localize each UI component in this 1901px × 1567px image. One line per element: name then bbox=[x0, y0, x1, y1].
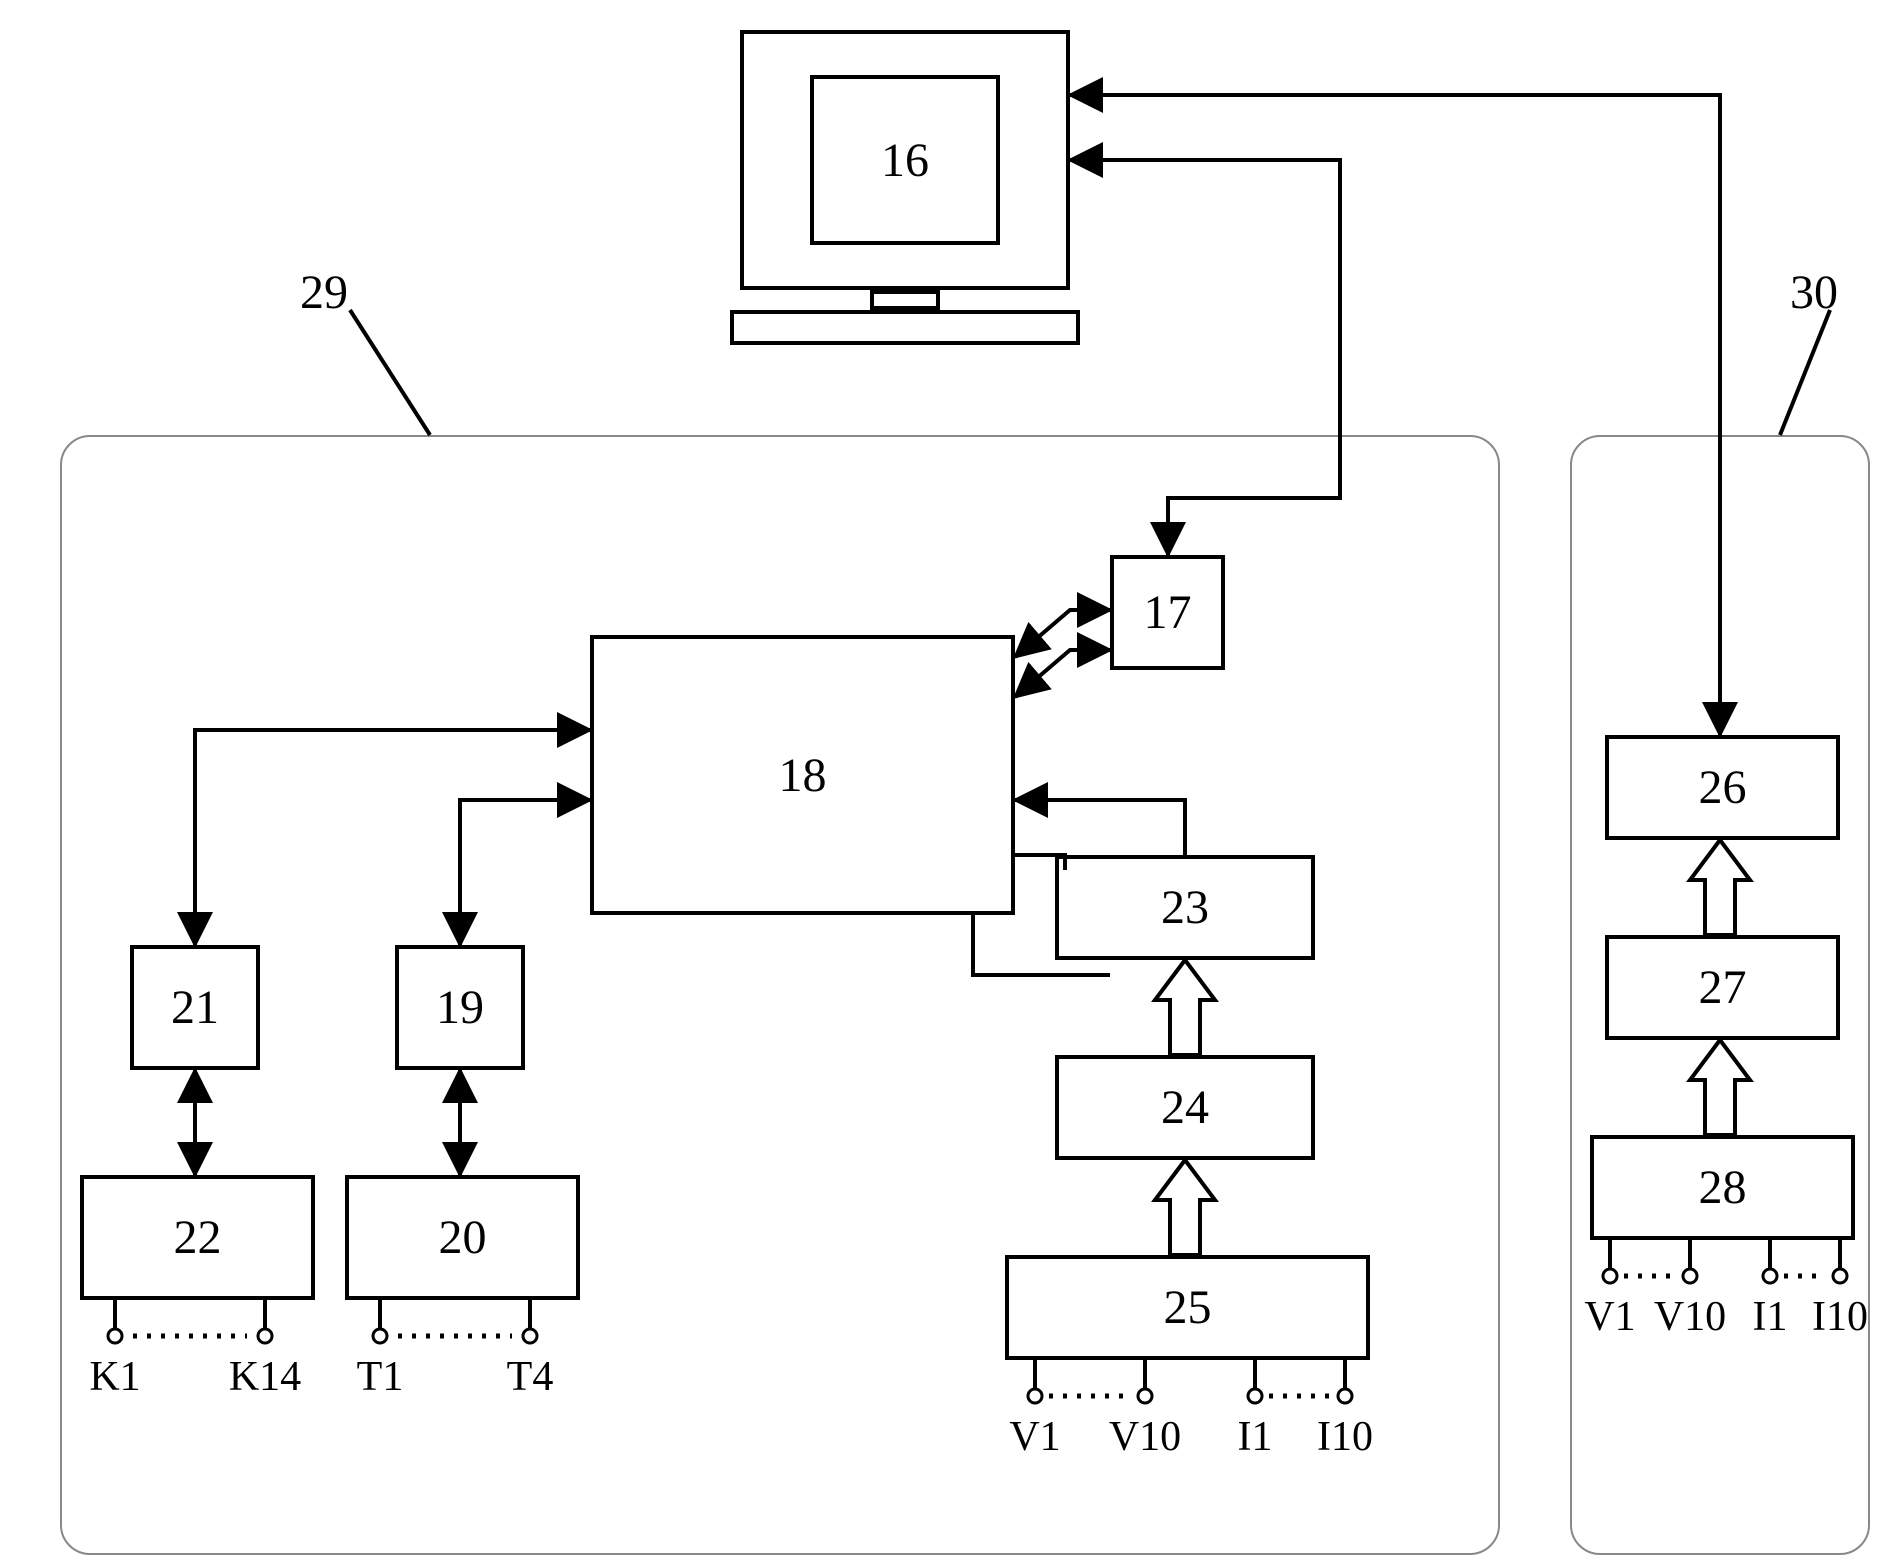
node-21-label: 21 bbox=[171, 980, 219, 1035]
computer-neck bbox=[870, 290, 940, 310]
node-17-label: 17 bbox=[1144, 585, 1192, 640]
group-29-label: 29 bbox=[300, 265, 348, 320]
group-29 bbox=[60, 435, 1500, 1555]
node-24: 24 bbox=[1055, 1055, 1315, 1160]
node-26-label: 26 bbox=[1699, 760, 1747, 815]
node-28-label: 28 bbox=[1699, 1160, 1747, 1215]
node-28: 28 bbox=[1590, 1135, 1855, 1240]
computer-base bbox=[730, 310, 1080, 345]
node-23-label: 23 bbox=[1161, 880, 1209, 935]
computer-screen: 16 bbox=[810, 75, 1000, 245]
diagram-canvas: 29 30 16 17 18 19 20 21 22 23 24 25 26 2… bbox=[0, 0, 1901, 1567]
node-22-label: 22 bbox=[174, 1210, 222, 1265]
node-27: 27 bbox=[1605, 935, 1840, 1040]
node-25-label: 25 bbox=[1164, 1280, 1212, 1335]
node-20: 20 bbox=[345, 1175, 580, 1300]
node-27-label: 27 bbox=[1699, 960, 1747, 1015]
node-23: 23 bbox=[1055, 855, 1315, 960]
node-20-label: 20 bbox=[439, 1210, 487, 1265]
node-25: 25 bbox=[1005, 1255, 1370, 1360]
node-19-label: 19 bbox=[436, 980, 484, 1035]
node-18: 18 bbox=[590, 635, 1015, 915]
node-22: 22 bbox=[80, 1175, 315, 1300]
node-19: 19 bbox=[395, 945, 525, 1070]
node-16-label: 16 bbox=[881, 133, 929, 188]
node-18-label: 18 bbox=[779, 748, 827, 803]
node-26: 26 bbox=[1605, 735, 1840, 840]
node-24-label: 24 bbox=[1161, 1080, 1209, 1135]
group-30-label: 30 bbox=[1790, 265, 1838, 320]
node-17: 17 bbox=[1110, 555, 1225, 670]
node-21: 21 bbox=[130, 945, 260, 1070]
